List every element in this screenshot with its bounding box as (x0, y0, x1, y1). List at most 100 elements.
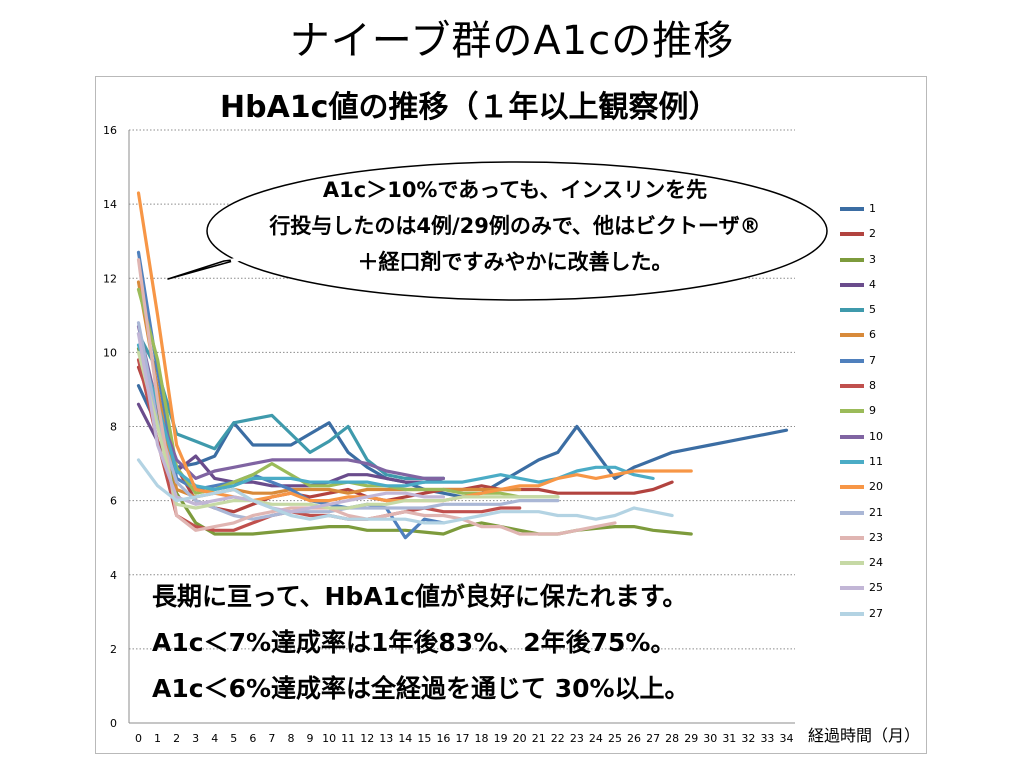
legend-swatch (840, 459, 864, 464)
x-tick-label: 28 (665, 732, 679, 745)
legend-swatch (840, 611, 864, 616)
y-tick-label: 2 (110, 643, 117, 656)
legend-label: 25 (869, 581, 883, 595)
legend-label: 24 (869, 556, 883, 570)
bubble-line-1: A1c＞10%であっても、インスリンを先 (322, 178, 708, 202)
x-tick-label: 20 (513, 732, 527, 745)
bubble-line-2: 行投与したのは4例/29例のみで、他はビクトーザ® (269, 214, 761, 238)
x-tick-label: 34 (780, 732, 794, 745)
series-lines (136, 191, 789, 540)
legend-swatch (840, 384, 864, 389)
x-tick-label: 9 (307, 732, 314, 745)
x-tick-label: 30 (703, 732, 717, 745)
series-line-9 (136, 287, 560, 499)
y-tick-label: 4 (110, 569, 117, 582)
series-line-2 (136, 365, 674, 514)
speech-bubble-tail-cover (230, 256, 244, 263)
x-tick-label: 2 (173, 732, 180, 745)
series-line-4 (136, 402, 445, 488)
x-tick-label: 25 (608, 732, 622, 745)
speech-bubble (167, 161, 828, 301)
legend-label: 21 (869, 505, 883, 519)
legend-label: 11 (869, 454, 883, 468)
summary-line-3: A1c＜6%達成率は全経過を通じて 30%以上。 (152, 674, 690, 703)
series-line-27 (136, 458, 674, 525)
legend-label: 3 (869, 252, 876, 266)
x-tick-label: 4 (211, 732, 218, 745)
x-tick-label: 33 (760, 732, 774, 745)
legend-swatch (840, 434, 864, 439)
y-tick-label: 0 (110, 717, 117, 730)
legend-swatch (840, 207, 864, 211)
series-line-5 (136, 332, 445, 480)
y-tick-label: 16 (103, 124, 117, 137)
chart-area (95, 76, 927, 754)
y-tick-label: 6 (110, 495, 117, 508)
x-tick-label: 11 (341, 732, 355, 745)
summary-text: 長期に亘って、HbA1c値が良好に保たれます。 A1c＜7%達成率は1年後83%… (152, 574, 690, 712)
x-tick-label: 15 (417, 732, 431, 745)
x-tick-label: 8 (287, 732, 294, 745)
legend-swatch (840, 409, 864, 414)
legend-swatch (840, 535, 864, 540)
legend-swatch (840, 586, 864, 591)
x-tick-label: 1 (154, 732, 161, 745)
y-tick-label: 8 (110, 421, 117, 434)
x-tick-label: 10 (322, 732, 336, 745)
series-line-24 (136, 350, 560, 510)
x-tick-label: 23 (570, 732, 584, 745)
series-line-11 (136, 343, 655, 492)
x-tick-label: 12 (360, 732, 374, 745)
legend-swatch (840, 358, 864, 363)
series-line-10 (136, 324, 445, 480)
x-tick-label: 24 (589, 732, 603, 745)
legend-label: 20 (869, 480, 883, 494)
legend-label: 10 (869, 429, 883, 443)
legend-label: 8 (869, 379, 876, 393)
slide-title: ナイーブ群のA1cの推移 (289, 18, 735, 64)
legend-label: 7 (869, 353, 876, 367)
x-tick-label: 5 (230, 732, 237, 745)
y-tick-label: 12 (103, 272, 117, 285)
x-tick-label: 3 (192, 732, 199, 745)
x-tick-label: 31 (722, 732, 736, 745)
speech-bubble-text: A1c＞10%であっても、インスリンを先 行投与したのは4例/29例のみで、他は… (190, 172, 840, 280)
x-tick-label: 13 (379, 732, 393, 745)
x-tick-label: 29 (684, 732, 698, 745)
x-tick-label: 21 (532, 732, 546, 745)
legend-label: 2 (869, 227, 876, 241)
chart-title: HbA1c値の推移（１年以上観察例） (220, 90, 719, 125)
x-tick-label: 26 (627, 732, 641, 745)
series-line-25 (136, 332, 445, 514)
legend-label: 27 (869, 606, 883, 620)
legend-label: 9 (869, 404, 876, 418)
x-tick-label: 17 (456, 732, 470, 745)
legend-swatch (840, 333, 864, 338)
x-tick-label: 19 (494, 732, 508, 745)
summary-line-2: A1c＜7%達成率は1年後83%、2年後75%。 (152, 628, 676, 657)
x-tick-label: 32 (741, 732, 755, 745)
x-tick-label: 0 (135, 732, 142, 745)
x-tick-label: 6 (249, 732, 256, 745)
x-tick-label: 22 (551, 732, 565, 745)
legend-label: 6 (869, 328, 876, 342)
legend-label: 23 (869, 530, 883, 544)
y-tick-label: 14 (103, 198, 117, 211)
x-tick-label: 27 (646, 732, 660, 745)
y-tick-label: 10 (103, 346, 117, 359)
bubble-line-3: ＋経口剤ですみやかに改善した。 (357, 250, 673, 274)
legend-swatch (840, 282, 864, 287)
legend-swatch (840, 257, 864, 262)
x-tick-label: 14 (398, 732, 412, 745)
series-line-3 (136, 347, 693, 536)
x-axis-label: 経過時間（月） (808, 726, 921, 745)
x-tick-label: 16 (436, 732, 450, 745)
legend-label: 1 (869, 202, 876, 215)
legend-label: 4 (869, 277, 876, 291)
legend-swatch (840, 510, 864, 515)
x-tick-label: 18 (475, 732, 489, 745)
legend-swatch (840, 232, 864, 237)
legend-label: 5 (869, 303, 876, 317)
